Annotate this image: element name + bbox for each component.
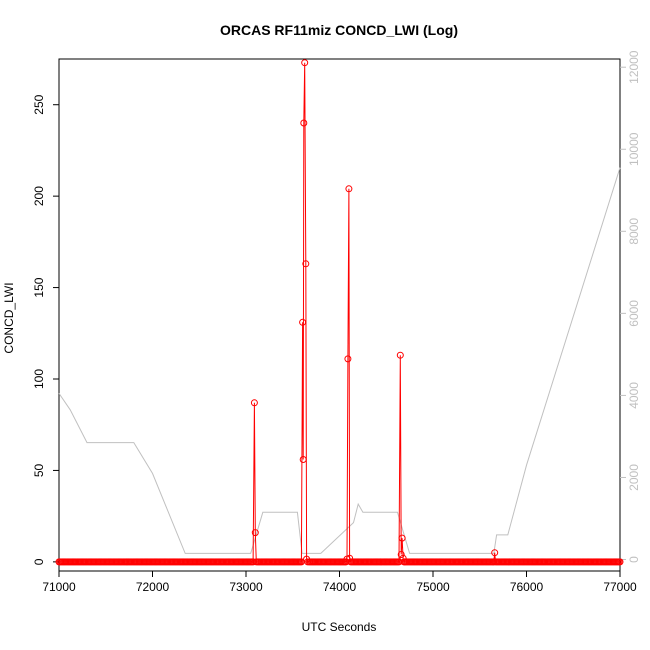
concentration-point — [299, 318, 307, 326]
concentration-point — [344, 355, 352, 363]
x-tick-label: 74000 — [323, 580, 357, 594]
y-axis-label: CONCD_LWI — [2, 282, 16, 353]
concentration-point — [250, 399, 258, 407]
x-axis-label: UTC Seconds — [302, 620, 377, 634]
y-tick-label: 100 — [32, 369, 46, 389]
y2-tick-label: 12000 — [627, 50, 641, 84]
concentration-line — [59, 62, 620, 563]
x-axis: 71000 72000 73000 74000 75000 76000 77000 — [42, 571, 637, 594]
concentration-point — [491, 549, 499, 557]
series-concentration — [55, 59, 624, 566]
plot-frame — [58, 58, 621, 572]
concentration-point — [398, 534, 406, 542]
concentration-point — [397, 551, 405, 558]
y2-tick-label: 0 — [627, 556, 641, 563]
y2-tick-label: 8000 — [627, 218, 641, 245]
x-tick-label: 71000 — [42, 580, 76, 594]
concentration-point — [301, 59, 309, 67]
x-tick-label: 75000 — [416, 580, 450, 594]
altitude-line — [58, 167, 621, 554]
concentration-point — [616, 558, 624, 566]
y-tick-label: 250 — [32, 94, 46, 114]
series-altitude — [58, 167, 621, 554]
y-axis-left: 0 50 100 150 200 250 — [32, 94, 59, 565]
y2-tick-label: 4000 — [627, 382, 641, 409]
concentration-point — [251, 529, 259, 537]
y-tick-label: 50 — [32, 463, 46, 477]
concentration-point — [299, 456, 307, 463]
x-tick-label: 77000 — [603, 580, 637, 594]
y2-tick-label: 2000 — [627, 464, 641, 491]
concentration-point — [302, 260, 310, 268]
x-tick-label: 76000 — [510, 580, 544, 594]
x-tick-label: 72000 — [136, 580, 170, 594]
chart-title: ORCAS RF11miz CONCD_LWI (Log) — [220, 22, 458, 38]
y-tick-label: 150 — [32, 277, 46, 297]
x-tick-label: 73000 — [229, 580, 263, 594]
concentration-point — [396, 351, 404, 359]
y2-tick-label: 10000 — [627, 132, 641, 166]
y2-tick-label: 6000 — [627, 300, 641, 327]
concentration-point — [300, 119, 308, 127]
y-tick-label: 0 — [32, 558, 46, 565]
y-axis-right: 0 2000 4000 6000 8000 10000 12000 — [620, 50, 641, 563]
y-tick-label: 200 — [32, 186, 46, 206]
concentration-point — [345, 185, 353, 193]
